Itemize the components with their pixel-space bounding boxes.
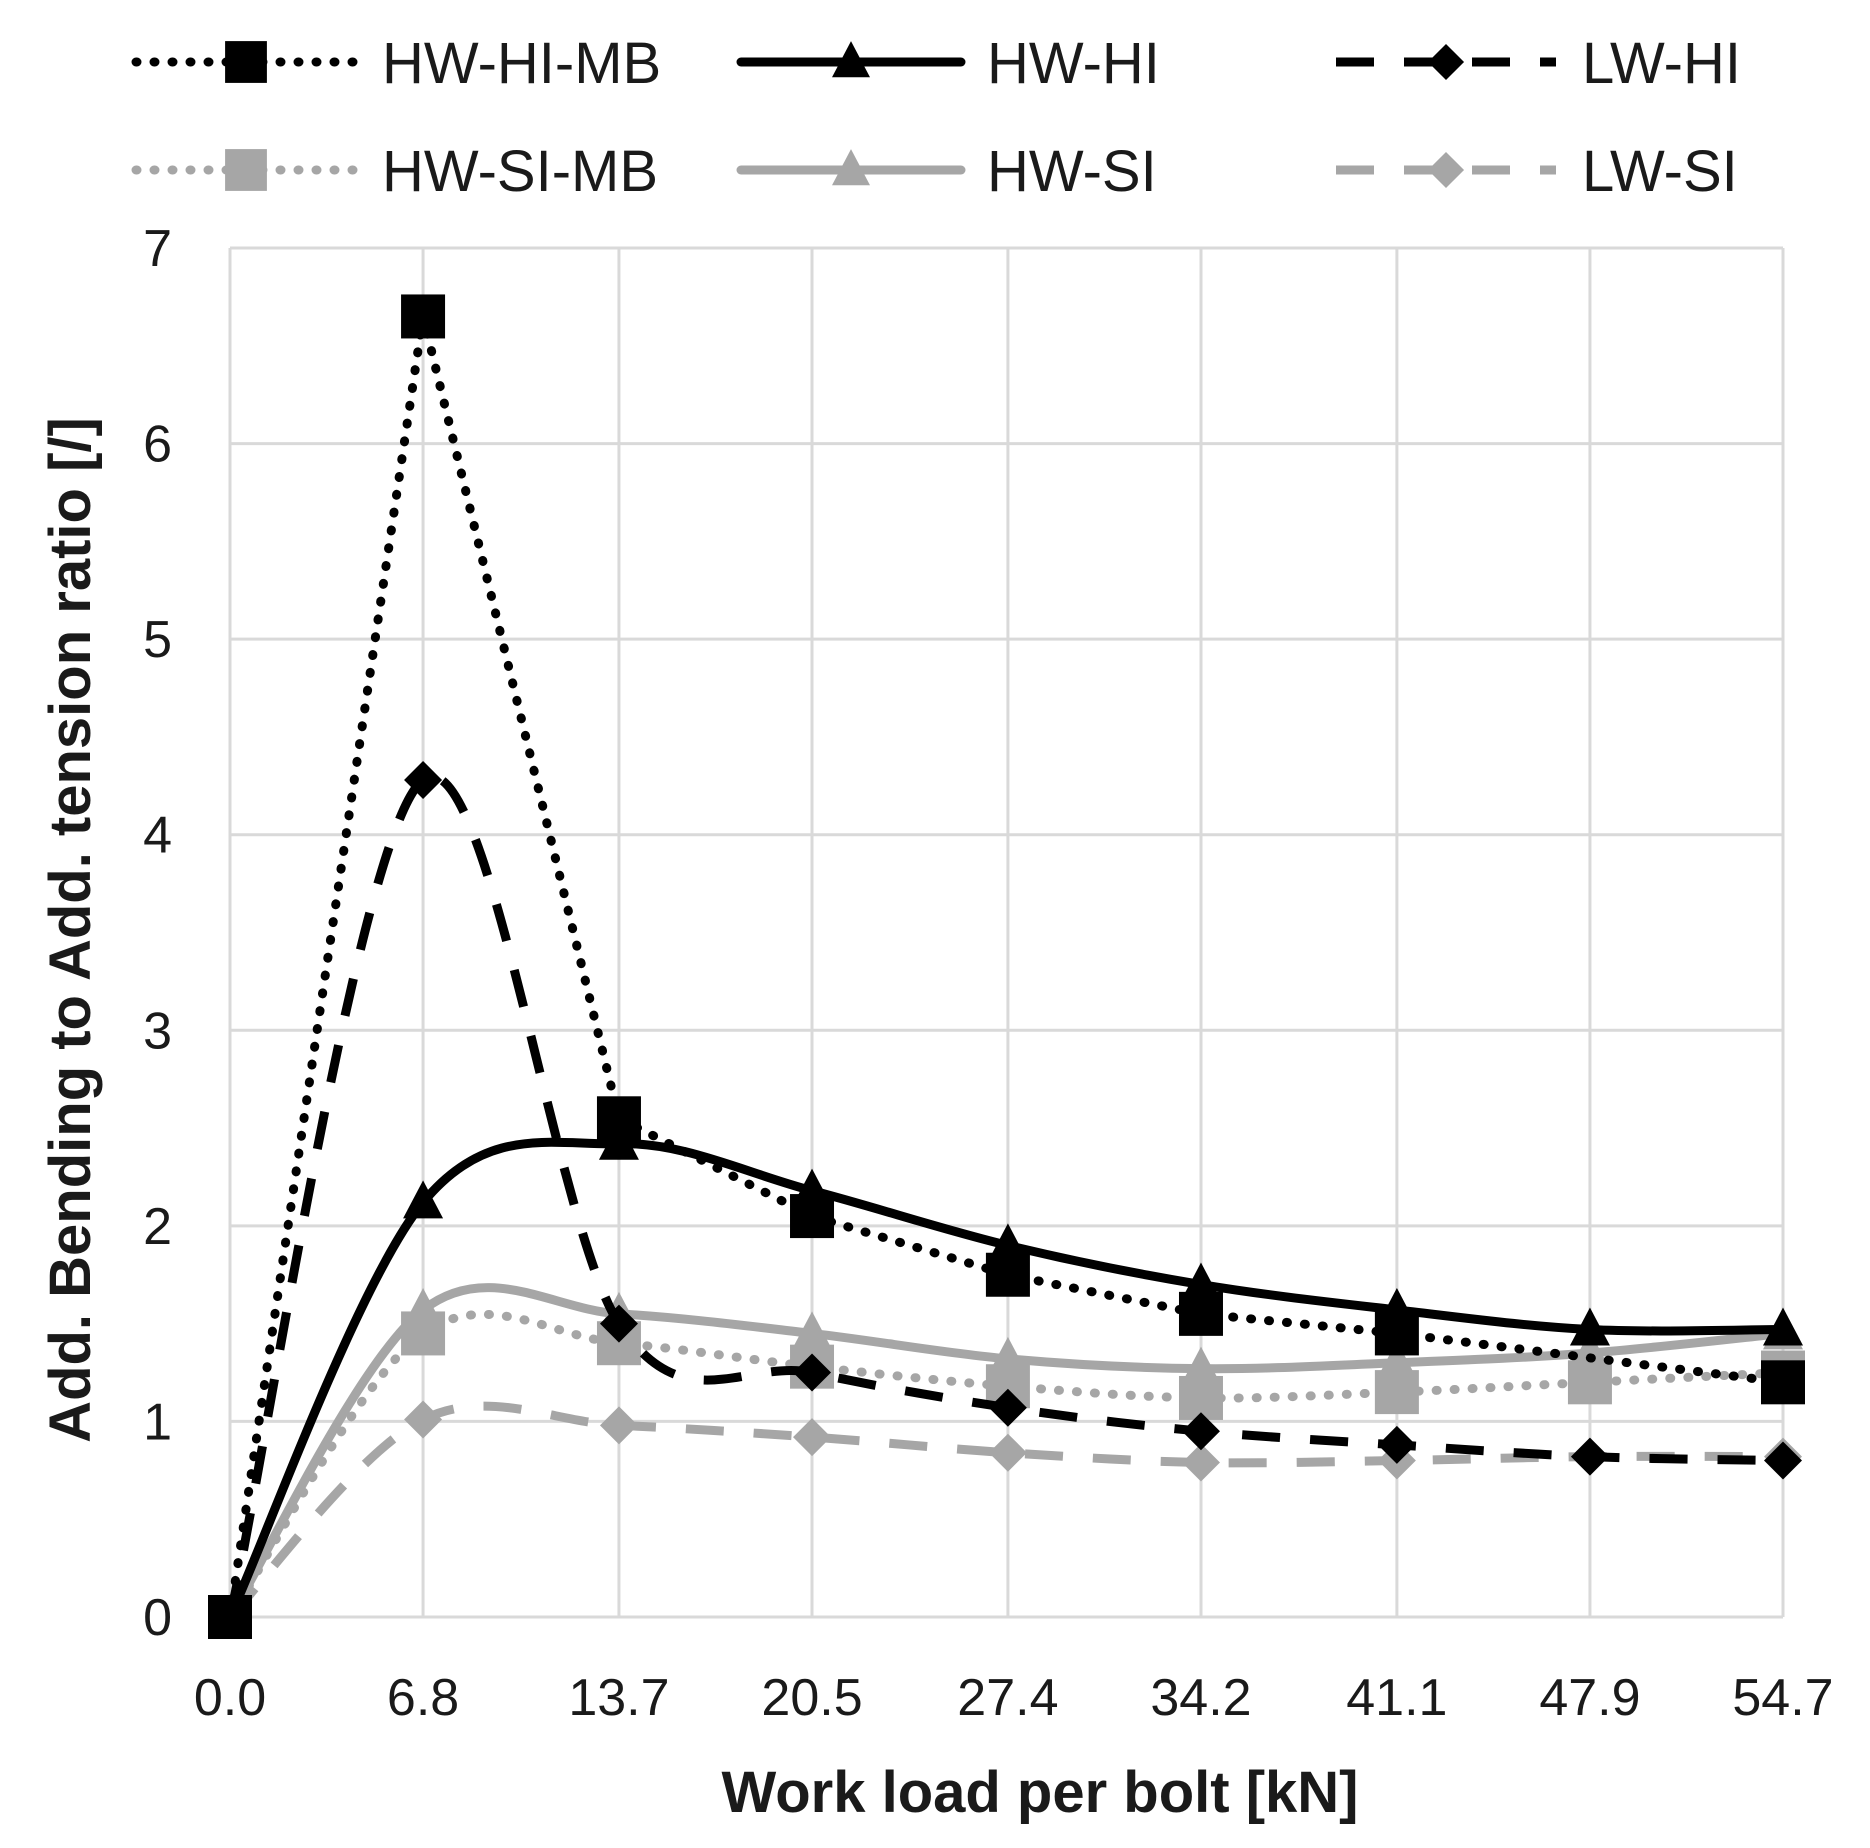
x-tick-label: 20.5 bbox=[761, 1669, 862, 1727]
data-point-lw-hi bbox=[1570, 1437, 1609, 1476]
x-tick-label: 27.4 bbox=[957, 1669, 1058, 1727]
data-point-hw-hi-mb bbox=[401, 294, 446, 339]
data-point-hw-hi bbox=[792, 1168, 833, 1207]
legend-item-hw-si-mb: HW-SI-MB bbox=[131, 139, 658, 204]
series-line-lw-hi bbox=[225, 772, 1784, 1619]
legend-item-hw-si: HW-SI bbox=[736, 139, 1157, 204]
data-point-hw-hi bbox=[987, 1223, 1028, 1262]
legend-label-hw-si-mb: HW-SI-MB bbox=[382, 139, 658, 204]
data-point-hw-hi bbox=[403, 1180, 444, 1219]
y-tick-label: 0 bbox=[143, 1589, 172, 1647]
series-lw-hi bbox=[211, 760, 1802, 1636]
y-tick-label: 3 bbox=[143, 1002, 172, 1060]
data-point-lw-si bbox=[793, 1418, 832, 1457]
data-point-hw-hi bbox=[1376, 1287, 1417, 1326]
data-point-hw-hi bbox=[1569, 1307, 1610, 1346]
x-tick-label: 34.2 bbox=[1150, 1669, 1251, 1727]
legend-marker-lw-si bbox=[1427, 151, 1465, 189]
data-point-lw-si bbox=[988, 1433, 1027, 1472]
legend-item-lw-si: LW-SI bbox=[1336, 139, 1738, 204]
legend-label-hw-hi-mb: HW-HI-MB bbox=[382, 31, 661, 96]
data-point-hw-hi bbox=[598, 1121, 639, 1160]
data-point-hw-si bbox=[1180, 1346, 1221, 1385]
data-point-lw-hi bbox=[211, 1598, 249, 1636]
data-point-lw-hi bbox=[1764, 1441, 1802, 1480]
series-line-lw-si bbox=[226, 1401, 1784, 1621]
legend-marker-hw-si bbox=[832, 149, 870, 186]
tick-labels: 0.0 6.8 13.7 20.5 27.4 34.2 41.1 47.9 54.7 0 1 2 3 4 5… bbox=[143, 220, 1834, 1727]
data-point-hw-si bbox=[1569, 1330, 1610, 1369]
data-point-lw-si bbox=[1181, 1443, 1220, 1482]
legend-marker-hw-hi bbox=[832, 41, 870, 78]
data-point-hw-si bbox=[403, 1287, 444, 1326]
data-point-lw-si bbox=[599, 1406, 638, 1445]
x-tick-label: 13.7 bbox=[568, 1669, 669, 1727]
data-point-hw-hi-mb bbox=[1761, 1360, 1805, 1405]
legend-marker-hw-hi-mb bbox=[225, 41, 267, 83]
data-point-hw-si bbox=[987, 1336, 1028, 1375]
legend-marker-hw-si-mb bbox=[225, 149, 267, 191]
series-layer bbox=[208, 294, 1805, 1639]
data-point-hw-si bbox=[792, 1311, 833, 1350]
legend-label-hw-hi: HW-HI bbox=[987, 31, 1160, 96]
legend-marker-lw-hi bbox=[1427, 43, 1465, 81]
legend-label-lw-hi: LW-HI bbox=[1582, 31, 1741, 96]
data-point-hw-si bbox=[1376, 1340, 1417, 1379]
y-tick-label: 2 bbox=[143, 1198, 172, 1256]
legend-label-hw-si: HW-SI bbox=[987, 139, 1157, 204]
x-axis-title: Work load per bolt [kN] bbox=[722, 1760, 1359, 1825]
legend: HW-HI-MB HW-HI LW-HI HW-SI-MB HW-SI LW-SI bbox=[131, 31, 1741, 204]
legend-item-hw-hi: HW-HI bbox=[736, 31, 1160, 96]
data-point-lw-si bbox=[404, 1400, 443, 1439]
data-point-lw-hi bbox=[1377, 1425, 1416, 1464]
x-tick-label: 47.9 bbox=[1539, 1669, 1640, 1727]
y-tick-label: 7 bbox=[143, 220, 172, 278]
x-tick-label: 6.8 bbox=[387, 1669, 459, 1727]
x-tick-label: 0.0 bbox=[194, 1669, 266, 1727]
data-point-hw-hi bbox=[1763, 1307, 1803, 1346]
data-point-lw-hi bbox=[988, 1388, 1027, 1427]
legend-item-lw-hi: LW-HI bbox=[1336, 31, 1741, 96]
data-point-lw-hi bbox=[793, 1353, 832, 1392]
legend-label-lw-si: LW-SI bbox=[1582, 139, 1738, 204]
y-tick-label: 6 bbox=[143, 416, 172, 474]
data-point-lw-hi bbox=[1181, 1412, 1220, 1451]
data-point-lw-hi bbox=[404, 760, 443, 799]
data-point-hw-hi bbox=[1180, 1262, 1221, 1301]
x-tick-label: 41.1 bbox=[1346, 1669, 1447, 1727]
y-axis-title: Add. Bending to Add. tension ratio [/] bbox=[38, 417, 103, 1443]
data-point-lw-hi bbox=[599, 1304, 638, 1343]
y-tick-label: 5 bbox=[143, 611, 172, 669]
x-tick-label: 54.7 bbox=[1732, 1669, 1833, 1727]
y-tick-label: 4 bbox=[143, 807, 172, 865]
legend-item-hw-hi-mb: HW-HI-MB bbox=[131, 31, 661, 96]
y-tick-label: 1 bbox=[143, 1393, 172, 1451]
